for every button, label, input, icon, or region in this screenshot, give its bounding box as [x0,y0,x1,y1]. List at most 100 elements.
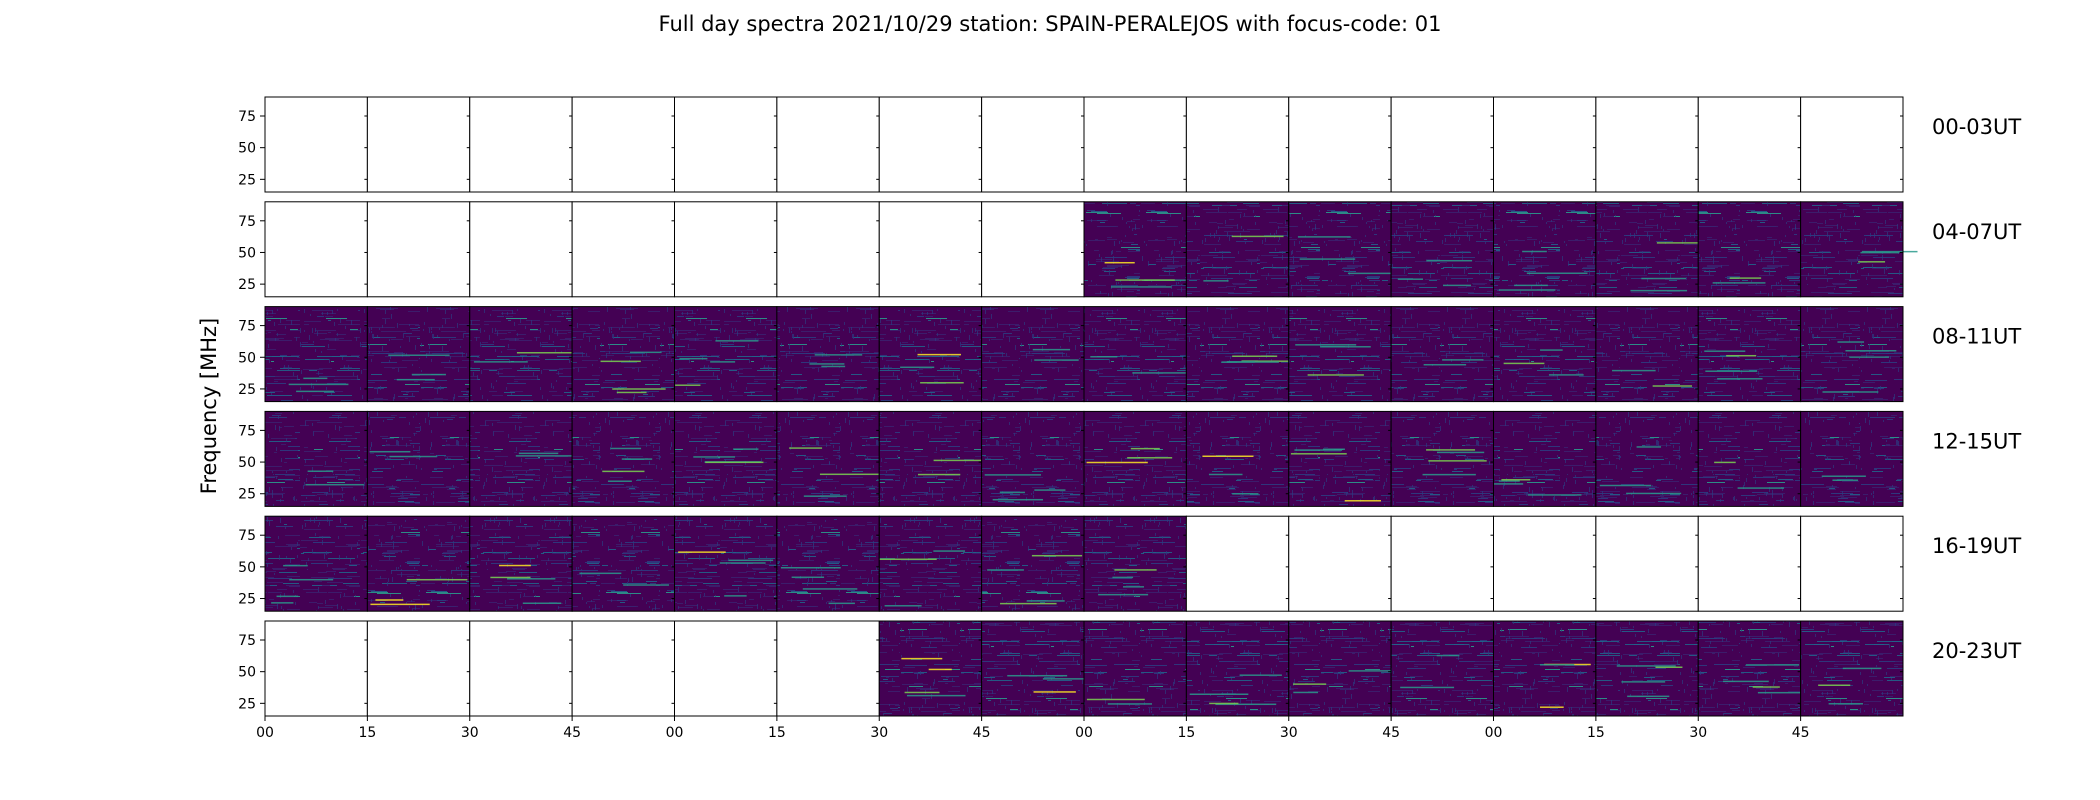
signal-band [1202,455,1254,458]
spectrum-panel [1697,306,1802,403]
x-tick-label: 30 [870,725,888,741]
signal-band [516,352,578,354]
signal-band [1837,341,1865,343]
y-axis-label: Frequency [MHz] [197,318,221,494]
spectrum-heatmap [572,516,675,612]
signal-band [1723,680,1769,683]
spectrum-heatmap [1288,306,1392,402]
signal-band [679,357,708,360]
spectrum-panel [1493,620,1597,717]
spectrum-panel [776,410,880,507]
y-tick-label: 25 [238,487,256,503]
panel-border [1800,620,1904,717]
spectrum-heatmap [265,411,368,507]
x-tick-label: 00 [666,725,684,741]
panel-background [572,201,675,297]
empty-panel [469,201,573,298]
signal-band [1729,277,1762,279]
panel-background [1493,97,1596,192]
spectrum-heatmap [367,306,470,402]
signal-band [900,366,935,369]
signal-band [1033,691,1076,693]
signal-band [1215,703,1277,706]
signal-band [1426,449,1476,451]
spectrum-panel [264,410,368,507]
empty-panel [264,620,368,717]
spectrum-heatmap [367,411,470,507]
signal-band [1514,284,1548,287]
signal-band [999,491,1025,494]
spectrum-heatmap [981,411,1084,507]
signal-band [1232,355,1278,357]
y-tick-label: 50 [238,141,256,157]
signal-band [271,602,294,604]
signal-band [1026,600,1065,602]
signal-band [600,360,641,363]
spectrum-panel [1493,306,1597,403]
signal-band [579,572,622,575]
signal-band [473,361,528,363]
signal-band [1299,258,1356,260]
spectrum-panel [674,306,778,403]
spectrum-heatmap [1084,411,1187,507]
signal-band [1842,667,1882,670]
signal-band [621,458,653,460]
signal-band [933,459,991,462]
signal-band [1203,280,1229,282]
signal-band [678,551,726,553]
y-tick-label: 50 [238,560,256,576]
spectrum-heatmap [981,516,1084,612]
chart-body: 75502500-03UT75502504-07UT75502508-11UT7… [238,96,2021,741]
empty-panel [366,96,471,193]
signal-band [1297,236,1351,238]
signal-band [917,353,962,356]
signal-band [1000,602,1057,605]
spectrum-panel [1083,620,1187,717]
signal-band [1503,362,1545,365]
signal-band [1757,691,1810,694]
panel-background [469,621,573,716]
panel-background [367,201,470,297]
empty-panel [878,96,983,193]
signal-band [1612,369,1656,372]
empty-panel [366,201,471,298]
signal-band [1548,374,1584,376]
row-time-label: 00-03UT [1932,115,2021,139]
signal-band [1522,250,1547,253]
chart-title: Full day spectra 2021/10/29 station: SPA… [659,12,1442,36]
signal-band [1539,706,1564,708]
empty-panel [469,96,573,193]
spectrum-panel [1800,410,1904,507]
spectrum-heatmap [1800,306,1903,402]
spectrum-panel [878,306,983,403]
signal-band [933,550,966,552]
spectrum-heatmap [265,516,368,612]
signal-band [802,588,858,590]
signal-band [1443,284,1472,287]
signal-band [1621,681,1666,683]
signal-band [1107,703,1153,705]
spectrum-panel [1083,306,1190,403]
spectrum-heatmap [981,621,1084,716]
signal-band [1821,475,1866,477]
signal-band [1232,493,1259,495]
spectrum-panel [1288,306,1392,403]
signal-band [283,564,308,567]
signal-band [928,668,952,671]
empty-panel [571,620,675,717]
y-tick-label: 50 [238,455,256,471]
empty-panel [1800,96,1904,193]
signal-band [733,448,759,450]
signal-band [1436,654,1460,657]
empty-panel [1493,96,1597,193]
signal-band [906,694,966,697]
spectrum-row: 75 50 25 08-11UT [238,306,2021,403]
empty-panel [264,96,368,193]
spectrum-heatmap [1493,306,1596,402]
spectrum-heatmap [367,516,470,612]
spectrum-panel [878,410,991,507]
x-tick-label: 45 [973,725,991,741]
signal-band [1086,461,1148,464]
signal-band [809,363,845,365]
panel-background [1698,516,1801,612]
